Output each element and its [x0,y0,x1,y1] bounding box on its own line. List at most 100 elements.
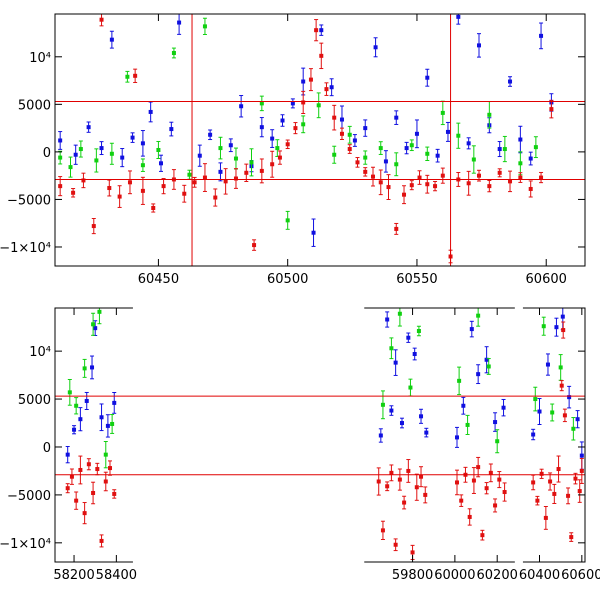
panel-1: 60450 60500 60550 60600 −1×10⁴ −5000 0 5000 10⁴ [0,13,586,287]
data-point [575,417,580,422]
data-point [454,435,459,440]
data-point [86,125,91,130]
x-tick-label: 60200 [477,568,518,583]
data-point [518,175,523,180]
plot-area [55,14,585,266]
data-point [177,20,182,25]
data-point [99,146,104,151]
data-point [406,335,411,340]
data-point [112,491,117,496]
x-tick-label: 60600 [526,272,567,287]
data-point [477,43,481,48]
data-point [502,147,507,152]
data-point [259,168,264,173]
data-point [110,421,115,426]
data-point [285,218,290,223]
panel-2: 58200 58400 59800 60000 60200 60400 60600 −1×10… [0,306,600,583]
data-point [385,484,390,489]
data-point [99,538,104,543]
data-point [393,542,398,547]
data-point [476,372,481,377]
data-point [425,182,430,187]
data-point [314,28,319,33]
data-point [417,175,422,180]
data-point [397,477,402,482]
data-point [91,322,96,327]
data-point [459,498,464,503]
y-tick-label: −5000 [7,193,51,208]
data-point [493,503,498,508]
data-point [409,143,414,148]
x-tick-label: 60600 [561,568,600,583]
data-point [457,378,462,383]
data-point [82,366,87,371]
data-point [376,479,381,484]
data-point [486,364,491,369]
data-point [425,75,430,80]
data-point [95,467,100,472]
data-point [259,125,264,130]
data-point [545,362,550,367]
data-point [487,184,492,189]
data-point [393,360,398,365]
data-point [311,230,316,235]
data-point [74,403,79,408]
data-point [371,174,375,179]
data-point [465,422,470,427]
data-point [531,480,536,485]
axis-break [514,306,523,310]
data-point [537,409,542,414]
data-point [169,127,174,132]
data-point [332,115,337,120]
data-point [471,478,476,483]
data-point [409,183,414,188]
data-point [528,156,533,161]
data-point [484,357,489,362]
data-point [308,77,313,82]
data-point [161,184,166,189]
data-point [218,169,223,174]
data-point [389,346,394,351]
data-point [352,138,357,143]
data-point [397,311,402,316]
data-point [125,74,130,79]
data-point [556,467,561,472]
data-point [476,313,481,318]
data-point [202,24,207,29]
data-point [466,141,471,146]
data-point [558,365,563,370]
data-point [461,403,466,408]
data-point [497,170,502,175]
data-point [117,194,122,199]
data-point [69,474,74,479]
data-point [533,145,538,150]
data-point [363,126,368,131]
plot-frame [54,13,586,267]
data-point [412,352,417,357]
data-point [380,402,385,407]
data-point [347,132,352,137]
data-point [573,476,578,481]
data-point [182,191,187,196]
data-point [501,405,506,410]
data-point [566,493,571,498]
data-point [202,175,207,180]
data-point [192,180,197,185]
data-point [78,467,83,472]
data-point [293,126,298,131]
data-point [423,492,428,497]
data-point [81,178,86,183]
data-point [363,155,368,160]
data-point [127,180,132,185]
data-point [339,117,344,122]
data-point [58,155,63,160]
data-point [270,162,275,167]
data-point [562,413,567,418]
data-point [533,397,538,402]
data-point [270,136,275,141]
data-point [399,421,404,426]
data-point [548,479,553,484]
data-point [244,170,249,175]
data-point [301,122,306,127]
data-point [112,400,117,405]
